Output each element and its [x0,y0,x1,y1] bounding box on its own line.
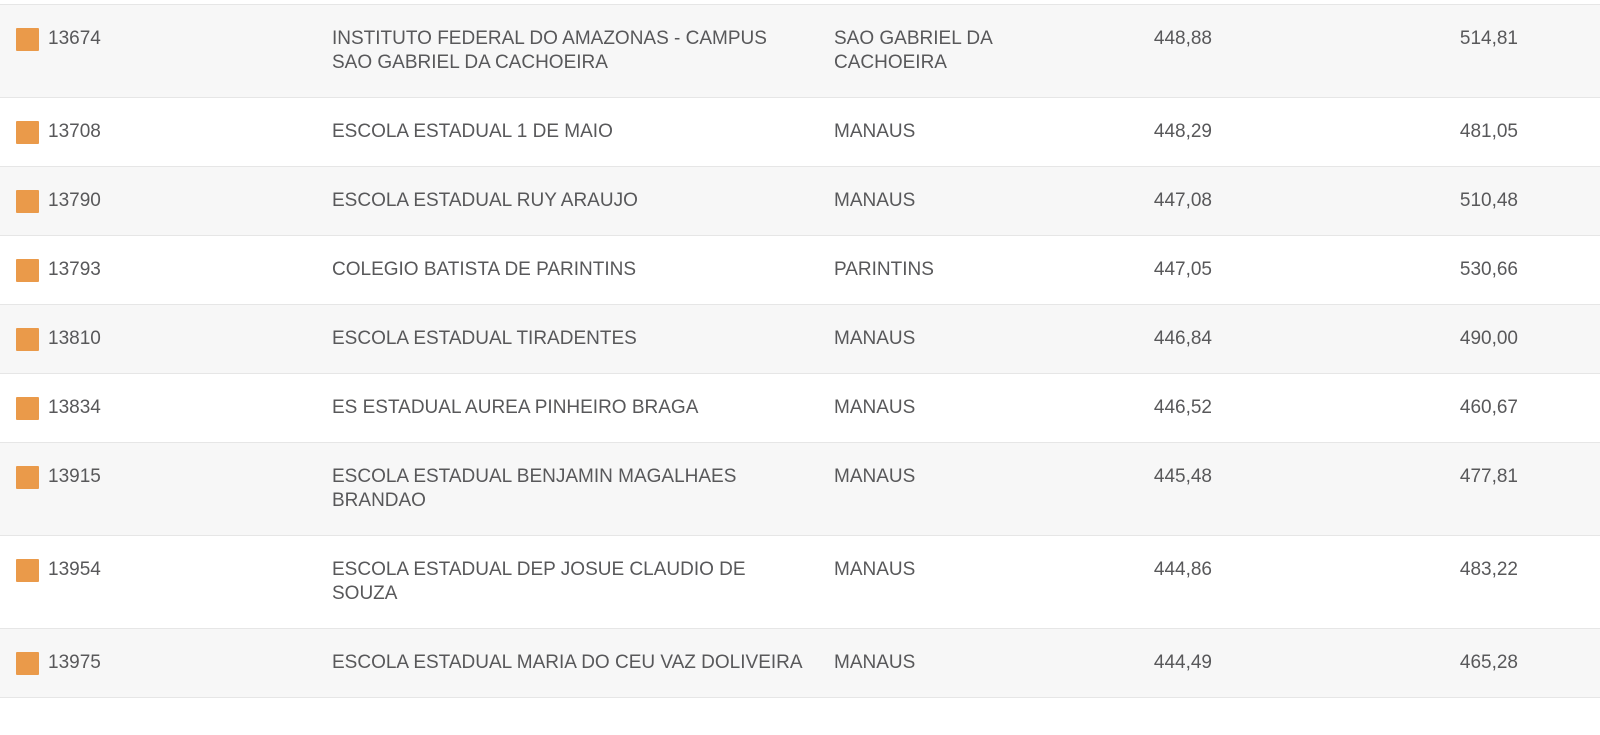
score-2: 490,00 [1459,328,1518,349]
rank-value: 13975 [48,652,101,673]
rank-value: 13790 [48,190,101,211]
rank-cell: 13793 [0,258,332,282]
school-name: COLEGIO BATISTA DE PARINTINS [332,259,637,280]
network-color-marker-icon [16,559,39,582]
score-1: 444,49 [1153,652,1212,673]
city-name: SAO GABRIEL DA CACHOEIRA [834,28,992,73]
city-name: MANAUS [834,652,916,673]
rank-value: 13954 [48,559,101,580]
score-2: 514,81 [1459,28,1518,49]
table-row: 13790 ESCOLA ESTADUAL RUY ARAUJO MANAUS … [0,166,1600,235]
network-color-marker-icon [16,190,39,213]
table-row: 13954 ESCOLA ESTADUAL DEP JOSUE CLAUDIO … [0,535,1600,628]
score-1: 447,08 [1153,190,1212,211]
table-row: 13810 ESCOLA ESTADUAL TIRADENTES MANAUS … [0,304,1600,373]
network-color-marker-icon [16,652,39,675]
city-name: MANAUS [834,190,916,211]
rank-cell: 13674 [0,27,332,51]
rank-value: 13810 [48,328,101,349]
school-name: ES ESTADUAL AUREA PINHEIRO BRAGA [332,397,699,418]
school-name: ESCOLA ESTADUAL MARIA DO CEU VAZ DOLIVEI… [332,652,803,673]
score-1: 445,48 [1153,466,1212,487]
rank-cell: 13708 [0,120,332,144]
network-color-marker-icon [16,28,39,51]
city-name: MANAUS [834,328,916,349]
rank-value: 13834 [48,397,101,418]
school-name: ESCOLA ESTADUAL BENJAMIN MAGALHAES BRAND… [332,466,737,511]
score-2: 481,05 [1459,121,1518,142]
city-name: MANAUS [834,397,916,418]
rank-value: 13708 [48,121,101,142]
school-name: ESCOLA ESTADUAL RUY ARAUJO [332,190,638,211]
score-1: 444,86 [1153,559,1212,580]
rank-value: 13674 [48,28,101,49]
city-name: MANAUS [834,559,916,580]
table-row: 13915 ESCOLA ESTADUAL BENJAMIN MAGALHAES… [0,442,1600,535]
score-1: 446,52 [1153,397,1212,418]
score-2: 477,81 [1459,466,1518,487]
school-ranking-table: 13674 INSTITUTO FEDERAL DO AMAZONAS - CA… [0,4,1600,698]
score-2: 483,22 [1459,559,1518,580]
table-row: 13793 COLEGIO BATISTA DE PARINTINS PARIN… [0,235,1600,304]
table-row: 13834 ES ESTADUAL AUREA PINHEIRO BRAGA M… [0,373,1600,442]
rank-cell: 13810 [0,327,332,351]
table-row: 13975 ESCOLA ESTADUAL MARIA DO CEU VAZ D… [0,628,1600,698]
school-name: ESCOLA ESTADUAL DEP JOSUE CLAUDIO DE SOU… [332,559,746,604]
score-2: 510,48 [1459,190,1518,211]
school-name: INSTITUTO FEDERAL DO AMAZONAS - CAMPUS S… [332,28,767,73]
rank-cell: 13954 [0,558,332,582]
city-name: PARINTINS [834,259,934,280]
network-color-marker-icon [16,259,39,282]
score-2: 465,28 [1459,652,1518,673]
score-1: 446,84 [1153,328,1212,349]
score-1: 447,05 [1153,259,1212,280]
school-name: ESCOLA ESTADUAL 1 DE MAIO [332,121,613,142]
score-1: 448,88 [1153,28,1212,49]
table-row: 13674 INSTITUTO FEDERAL DO AMAZONAS - CA… [0,4,1600,97]
city-name: MANAUS [834,466,916,487]
rank-cell: 13834 [0,396,332,420]
city-name: MANAUS [834,121,916,142]
network-color-marker-icon [16,397,39,420]
score-2: 460,67 [1459,397,1518,418]
table-row: 13708 ESCOLA ESTADUAL 1 DE MAIO MANAUS 4… [0,97,1600,166]
rank-cell: 13915 [0,465,332,489]
rank-value: 13915 [48,466,101,487]
score-1: 448,29 [1153,121,1212,142]
rank-cell: 13975 [0,651,332,675]
rank-cell: 13790 [0,189,332,213]
network-color-marker-icon [16,121,39,144]
rank-value: 13793 [48,259,101,280]
network-color-marker-icon [16,466,39,489]
network-color-marker-icon [16,328,39,351]
score-2: 530,66 [1459,259,1518,280]
school-name: ESCOLA ESTADUAL TIRADENTES [332,328,637,349]
